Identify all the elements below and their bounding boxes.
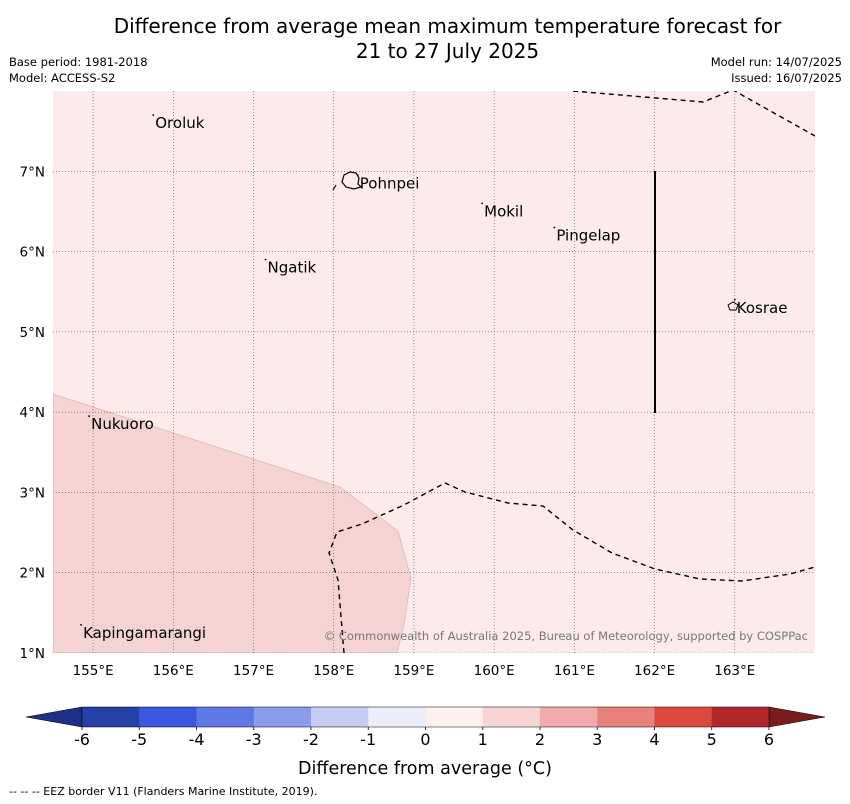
place-label: Kosrae — [737, 299, 788, 317]
issued-date: Issued: 16/07/2025 — [731, 71, 842, 85]
longitude-tick-label: 158°E — [313, 663, 354, 679]
longitude-tick-label: 162°E — [634, 663, 675, 679]
model-run: Model run: 14/07/2025 — [710, 55, 842, 69]
place-labels: Oroluk Pohnpei Mokil Pingelap Ngatik Kosrae Nu… — [80, 114, 787, 642]
pohnpei-island-outline — [341, 171, 363, 190]
title-line-1: Difference from average mean maximum tem… — [113, 14, 782, 38]
colorbar-tick-label: 4 — [649, 730, 659, 749]
colorbar-tick-labels: -6 -5 -4 -3 -2 -1 0 1 2 3 4 5 6 — [74, 727, 774, 749]
colorbar: -6 -5 -4 -3 -2 -1 0 1 2 3 4 5 6 Difference from aver… — [25, 706, 826, 779]
meta-right: Model run: 14/07/2025 Issued: 16/07/2025 — [711, 54, 842, 86]
colorbar-tick-label: 3 — [592, 730, 602, 749]
longitude-tick-label: 163°E — [714, 663, 755, 679]
eez-border-north — [572, 91, 815, 137]
colorbar-bin — [311, 707, 369, 727]
place-label: Mokil — [484, 202, 523, 220]
place-marker — [264, 258, 267, 261]
meta-left: Base period: 1981-2018 Model: ACCESS-S2 — [9, 54, 148, 86]
colorbar-bin — [425, 707, 484, 727]
longitude-tick-label: 155°E — [73, 663, 114, 679]
model-name: Model: ACCESS-S2 — [9, 71, 116, 85]
colorbar-bin — [597, 707, 655, 727]
place-label: Nukuoro — [91, 415, 154, 433]
title-line-2: 21 to 27 July 2025 — [355, 39, 540, 63]
longitude-tick-label: 156°E — [153, 663, 194, 679]
colorbar-bin — [482, 707, 541, 727]
place-marker — [356, 174, 359, 177]
colorbar-tick-label: -3 — [246, 730, 262, 749]
place-marker — [88, 415, 90, 418]
colorbar-bin — [654, 707, 713, 727]
longitude-labels: 155°E 156°E 157°E 158°E 159°E 160°E 161°E 162°E… — [73, 663, 756, 679]
place-marker — [152, 114, 155, 117]
colorbar-tick-label: 6 — [764, 730, 774, 749]
longitude-tick-label: 161°E — [554, 663, 595, 679]
longitude-tick-label: 157°E — [233, 663, 274, 679]
anomaly-region-1-to-2 — [53, 393, 412, 653]
colorbar-tick-label: -5 — [131, 730, 147, 749]
eez-border-south — [328, 482, 815, 653]
colorbar-tick-label: -6 — [74, 730, 90, 749]
kosrae-island-outline — [727, 301, 739, 311]
latitude-tick-label: 2°N — [20, 566, 45, 582]
base-period: Base period: 1981-2018 — [9, 55, 148, 69]
place-marker — [733, 298, 736, 301]
place-label: Pingelap — [556, 227, 620, 245]
colorbar-bin — [540, 707, 598, 727]
latitude-tick-label: 7°N — [20, 164, 45, 180]
latitude-tick-label: 6°N — [20, 245, 45, 261]
colorbar-tick-label: 2 — [535, 730, 545, 749]
place-marker — [80, 624, 82, 626]
longitude-tick-label: 160°E — [474, 663, 515, 679]
colorbar-under-arrow — [25, 706, 83, 728]
colorbar-bin — [196, 707, 255, 727]
colorbar-bin — [711, 707, 770, 727]
colorbar-tick-label: -4 — [189, 730, 205, 749]
longitude-tick-label: 159°E — [393, 663, 434, 679]
eez-legend-note: -- -- -- EEZ border V11 (Flanders Marine… — [9, 785, 318, 798]
latitude-tick-label: 4°N — [20, 405, 45, 421]
gridlines — [53, 91, 815, 653]
colorbar-tick-label: -2 — [303, 730, 319, 749]
latitude-labels: 1°N 2°N 3°N 4°N 5°N 6°N 7°N — [20, 164, 45, 662]
colorbar-label: Difference from average (°C) — [298, 759, 552, 779]
eez-border-fragment — [332, 184, 337, 191]
colorbar-bin — [368, 707, 426, 727]
colorbar-tick-label: -1 — [360, 730, 376, 749]
latitude-tick-label: 1°N — [20, 646, 45, 662]
colorbar-over-arrow — [768, 706, 826, 728]
place-label: Pohnpei — [360, 174, 420, 192]
colorbar-bin — [253, 707, 312, 727]
latitude-tick-label: 3°N — [20, 485, 45, 501]
colorbar-tick-label: 1 — [478, 730, 488, 749]
colorbar-tick-label: 0 — [420, 730, 430, 749]
colorbar-bin — [82, 707, 140, 727]
copyright-notice: © Commonwealth of Australia 2025, Bureau… — [324, 629, 808, 643]
colorbar-bin — [139, 707, 197, 727]
place-label: Kapingamarangi — [83, 624, 206, 642]
place-marker — [481, 202, 484, 205]
place-label: Oroluk — [155, 114, 204, 132]
colorbar-bins — [81, 706, 770, 728]
place-label: Ngatik — [268, 259, 317, 277]
colorbar-tick-label: 5 — [707, 730, 717, 749]
latitude-tick-label: 5°N — [20, 325, 45, 341]
place-marker — [553, 226, 556, 229]
map-title: Difference from average mean maximum tem… — [0, 14, 850, 64]
